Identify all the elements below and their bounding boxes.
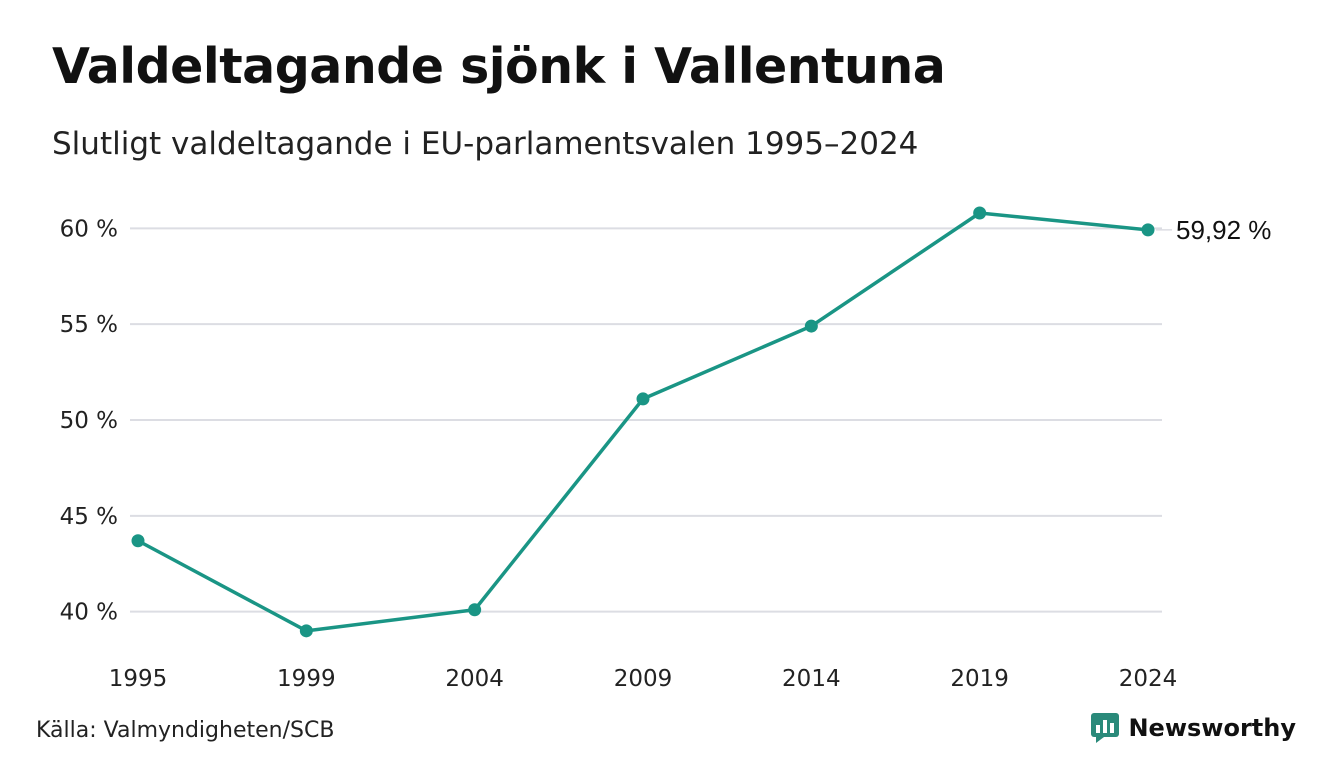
- series-line: [136, 211, 1150, 633]
- source-note: Källa: Valmyndigheten/SCB: [36, 718, 335, 743]
- y-axis-ticks: 40 % 45 % 50 % 55 % 60 %: [60, 216, 118, 625]
- y-tick-label: 50 %: [60, 408, 118, 434]
- data-point: [1141, 223, 1155, 237]
- data-point: [299, 624, 313, 638]
- data-point: [804, 319, 818, 333]
- gridlines: [130, 227, 1162, 613]
- y-tick-label: 40 %: [60, 600, 118, 626]
- data-point: [131, 534, 145, 548]
- series-turnout: [131, 206, 1155, 638]
- x-tick-label: 2004: [445, 666, 504, 692]
- chart-title: Valdeltagande sjönk i Vallentuna: [52, 38, 946, 95]
- data-point: [636, 392, 650, 406]
- x-tick-label: 1995: [109, 666, 168, 692]
- newsworthy-logo-icon: [1091, 713, 1120, 743]
- y-tick-label: 55 %: [60, 312, 118, 338]
- x-tick-label: 1999: [277, 666, 336, 692]
- line-chart: 40 % 45 % 50 % 55 % 60 % 1995 1999 2004 2009 201…: [60, 206, 1271, 692]
- x-tick-label: 2019: [950, 666, 1009, 692]
- brand-name: Newsworthy: [1128, 714, 1296, 742]
- x-tick-label: 2024: [1119, 666, 1178, 692]
- end-value-label: 59,92 %: [1176, 215, 1271, 245]
- y-tick-label: 60 %: [60, 216, 118, 242]
- data-point: [973, 206, 987, 220]
- x-tick-label: 2009: [614, 666, 673, 692]
- brand-logo: Newsworthy: [1090, 712, 1296, 744]
- y-tick-label: 45 %: [60, 504, 118, 530]
- data-point: [468, 603, 482, 617]
- x-axis-ticks: 1995 1999 2004 2009 2014 2019 2024: [109, 666, 1178, 692]
- data-labels: 59,92 %: [1156, 215, 1271, 245]
- chart-subtitle: Slutligt valdeltagande i EU-parlamentsva…: [52, 126, 919, 162]
- x-tick-label: 2014: [782, 666, 841, 692]
